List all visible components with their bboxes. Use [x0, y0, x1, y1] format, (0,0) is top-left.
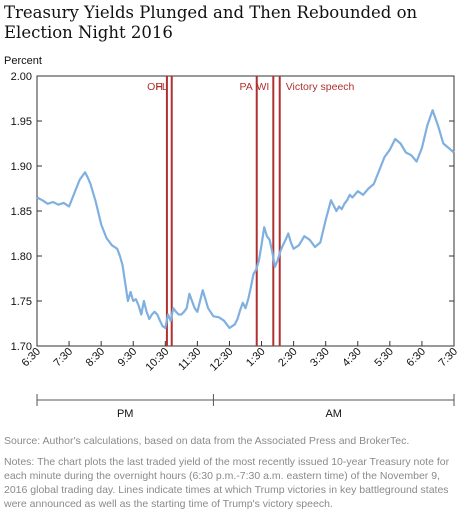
source-note: Source: Author's calculations, based on … [4, 435, 410, 447]
y-tick-label: 1.75 [11, 296, 32, 308]
y-tick-label: 2.00 [11, 71, 32, 83]
period-label-pm: PM [117, 408, 134, 420]
chart-title-line-1: Treasury Yields Plunged and Then Rebound… [4, 3, 418, 22]
x-tick-label: 1:30 [244, 346, 268, 370]
event-label: OH [147, 81, 163, 93]
y-tick-label: 1.70 [11, 341, 32, 353]
x-tick-label: 12:30 [208, 346, 236, 374]
chart-notes: Notes: The chart plots the last traded y… [4, 456, 450, 510]
period-label-am: AM [325, 408, 342, 420]
y-tick-label: 1.95 [11, 116, 32, 128]
y-tick-label: 1.85 [11, 206, 32, 218]
x-tick-label: 11:30 [176, 346, 203, 373]
event-label: WI [256, 81, 269, 93]
yield-chart: Percent 1.70 1.75 1.80 1.85 1.90 1.95 2.00 6:30 7… [4, 55, 460, 420]
x-tick-label: 7:30 [436, 346, 460, 370]
x-tick-label: 5:30 [372, 346, 396, 370]
yield-line [36, 109, 455, 330]
chart-title-line-2: Election Night 2016 [4, 23, 173, 42]
x-tick-label: 9:30 [116, 346, 140, 370]
y-axis-label: Percent [4, 55, 42, 67]
x-tick-label: 7:30 [52, 346, 76, 370]
event-label: PA [239, 81, 252, 93]
event-label: Victory speech [286, 81, 355, 93]
x-tick-label: 6:30 [404, 346, 428, 370]
x-tick-label: 10:30 [143, 346, 171, 374]
y-tick-label: 1.80 [11, 251, 32, 263]
x-tick-label: 4:30 [340, 346, 364, 370]
event-label: FL [155, 81, 167, 93]
x-tick-label: 3:30 [308, 346, 332, 370]
x-tick-label: 8:30 [84, 346, 108, 370]
chart-title: Treasury Yields Plunged and Then Rebound… [4, 3, 456, 43]
y-tick-label: 1.90 [11, 161, 32, 173]
x-tick-label: 2:30 [276, 346, 300, 370]
